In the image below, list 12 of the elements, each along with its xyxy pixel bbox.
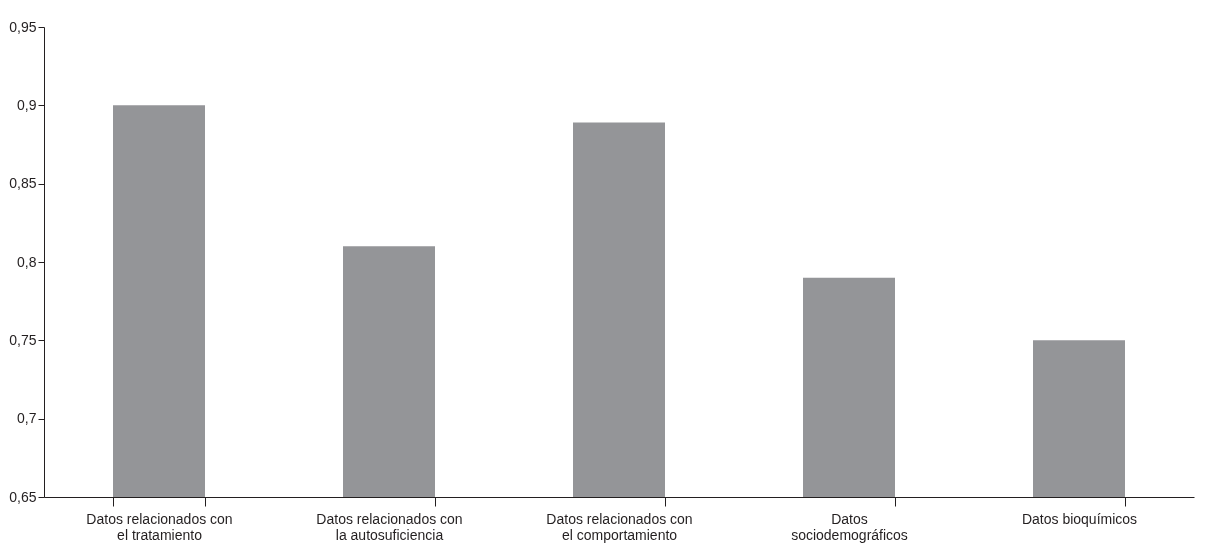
x-tick-label: Datos sociodemográficos: [791, 510, 908, 543]
x-tick-label: Datos bioquímicos: [1021, 510, 1138, 527]
x-tick-label: Datos relacionados con el tratamiento: [86, 510, 233, 543]
y-tick-label: 0,9: [17, 96, 37, 113]
y-tick-label: 0,7: [17, 410, 37, 427]
y-tick-label: 0,8: [17, 253, 37, 270]
y-tick-label: 0,75: [9, 331, 37, 348]
y-tick-label: 0,65: [9, 488, 37, 505]
y-tick-label: 0,95: [9, 18, 37, 35]
y-tick-label: 0,85: [9, 175, 37, 192]
x-tick-label: Datos relacionados con el comportamiento: [546, 510, 693, 543]
x-tick-label: Datos relacionados con la autosuficiencia: [316, 510, 463, 543]
